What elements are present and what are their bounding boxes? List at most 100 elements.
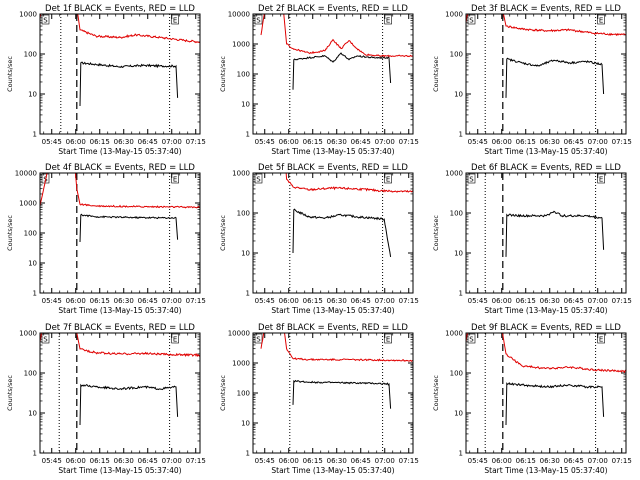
x-tick-label: 05:45 <box>468 297 488 305</box>
x-tick-label: 06:45 <box>351 297 371 305</box>
x-tick-label: 07:00 <box>375 297 395 305</box>
y-tick-label: 10 <box>241 420 250 428</box>
events-series-line <box>292 52 392 90</box>
start-marker-box <box>41 173 50 184</box>
y-axis-label: Counts/sec <box>432 215 440 251</box>
x-tick-label: 07:15 <box>186 457 206 465</box>
x-tick-label: 06:15 <box>90 297 110 305</box>
start-marker-label: S <box>469 336 474 344</box>
x-tick-label: 06:00 <box>279 457 299 465</box>
x-tick-label: 06:30 <box>327 297 347 305</box>
panel-7: Det 7f BLACK = Events, RED = LLD Counts/s… <box>6 323 206 475</box>
start-marker-label: S <box>256 336 261 344</box>
panel-title: Det 4f BLACK = Events, RED = LLD <box>45 163 195 173</box>
x-tick-label: 07:00 <box>375 138 395 146</box>
start-marker-box <box>467 173 476 184</box>
y-tick-label: 10 <box>28 91 37 99</box>
y-tick-label: 10 <box>241 101 250 109</box>
plot-frame <box>252 13 414 135</box>
y-tick-label: 100 <box>24 51 37 59</box>
start-marker-box <box>254 14 263 25</box>
plot-frame <box>252 172 414 294</box>
x-tick-label: 06:30 <box>114 138 134 146</box>
start-marker-box <box>254 173 263 184</box>
panel-2: Det 2f BLACK = Events, RED = LLD Counts/s… <box>219 4 419 156</box>
y-tick-label: 10 <box>454 91 463 99</box>
lld-series-line <box>466 333 626 374</box>
x-tick-label: 06:30 <box>114 457 134 465</box>
y-axis-label: Counts/sec <box>219 375 227 411</box>
y-tick-label: 10 <box>454 250 463 258</box>
x-tick-label: 06:30 <box>540 138 560 146</box>
y-axis-label: Counts/sec <box>432 56 440 92</box>
x-tick-label: 06:15 <box>303 297 323 305</box>
y-tick-label: 1 <box>246 131 250 139</box>
x-tick-label: 07:00 <box>162 138 182 146</box>
start-marker-box <box>254 333 263 344</box>
panel-title: Det 2f BLACK = Events, RED = LLD <box>258 4 408 14</box>
x-tick-label: 06:45 <box>564 297 584 305</box>
plot-frame <box>39 172 201 294</box>
panel-1: Det 1f BLACK = Events, RED = LLD Counts/s… <box>6 4 206 156</box>
x-tick-label: 05:45 <box>255 138 275 146</box>
events-series-line <box>292 379 392 409</box>
y-tick-label: 1 <box>246 450 250 458</box>
y-tick-label: 1000 <box>445 330 463 338</box>
y-tick-label: 10 <box>454 410 463 418</box>
x-tick-label: 07:00 <box>588 138 608 146</box>
y-tick-label: 10 <box>28 260 37 268</box>
events-series-line <box>79 383 179 426</box>
y-tick-label: 1000 <box>232 360 250 368</box>
y-tick-label: 1 <box>459 290 463 298</box>
x-tick-label: 06:00 <box>66 138 86 146</box>
start-marker-label: S <box>256 176 261 184</box>
panel-3: Det 3f BLACK = Events, RED = LLD Counts/s… <box>432 4 632 156</box>
end-marker-label: E <box>599 176 603 184</box>
x-tick-label: 07:15 <box>612 138 632 146</box>
x-tick-label: 06:00 <box>279 297 299 305</box>
panel-8: Det 8f BLACK = Events, RED = LLD Counts/s… <box>219 323 419 475</box>
end-marker-box <box>171 173 179 184</box>
x-tick-label: 07:15 <box>186 138 206 146</box>
x-tick-label: 05:45 <box>42 138 62 146</box>
x-tick-label: 06:00 <box>279 138 299 146</box>
x-tick-label: 06:00 <box>492 138 512 146</box>
x-tick-label: 06:00 <box>66 457 86 465</box>
y-tick-label: 10 <box>241 250 250 258</box>
x-tick-label: 06:45 <box>138 138 158 146</box>
x-tick-label: 07:15 <box>399 297 419 305</box>
panel-4: Det 4f BLACK = Events, RED = LLD Counts/s… <box>6 163 206 315</box>
end-marker-box <box>171 14 179 25</box>
plot-frame <box>465 172 627 294</box>
x-tick-label: 05:45 <box>255 297 275 305</box>
plot-frame <box>465 13 627 135</box>
y-tick-label: 1000 <box>19 11 37 19</box>
y-tick-label: 10000 <box>15 170 37 178</box>
panel-title: Det 3f BLACK = Events, RED = LLD <box>471 4 621 14</box>
lld-series-line <box>285 173 413 193</box>
x-axis-label: Start Time (13-May-15 05:37:40) <box>58 147 181 156</box>
x-tick-label: 06:30 <box>114 297 134 305</box>
y-tick-label: 100 <box>237 390 250 398</box>
x-tick-label: 07:00 <box>162 297 182 305</box>
x-tick-label: 07:00 <box>588 457 608 465</box>
end-marker-box <box>171 333 179 344</box>
x-tick-label: 06:45 <box>564 457 584 465</box>
lld-series-line <box>260 14 413 58</box>
x-tick-label: 07:15 <box>399 138 419 146</box>
y-tick-label: 1000 <box>232 170 250 178</box>
start-marker-label: S <box>43 17 48 25</box>
x-tick-label: 06:45 <box>564 138 584 146</box>
x-tick-label: 07:00 <box>375 457 395 465</box>
x-tick-label: 06:30 <box>327 457 347 465</box>
lld-series-line <box>466 14 626 37</box>
y-tick-label: 10 <box>28 410 37 418</box>
end-marker-box <box>597 333 605 344</box>
x-tick-label: 06:15 <box>303 457 323 465</box>
x-axis-label: Start Time (13-May-15 05:37:40) <box>58 466 181 475</box>
start-marker-label: S <box>256 17 261 25</box>
x-tick-label: 05:45 <box>468 138 488 146</box>
end-marker-box <box>384 14 392 25</box>
start-marker-label: S <box>43 336 48 344</box>
panel-title: Det 9f BLACK = Events, RED = LLD <box>471 323 621 333</box>
